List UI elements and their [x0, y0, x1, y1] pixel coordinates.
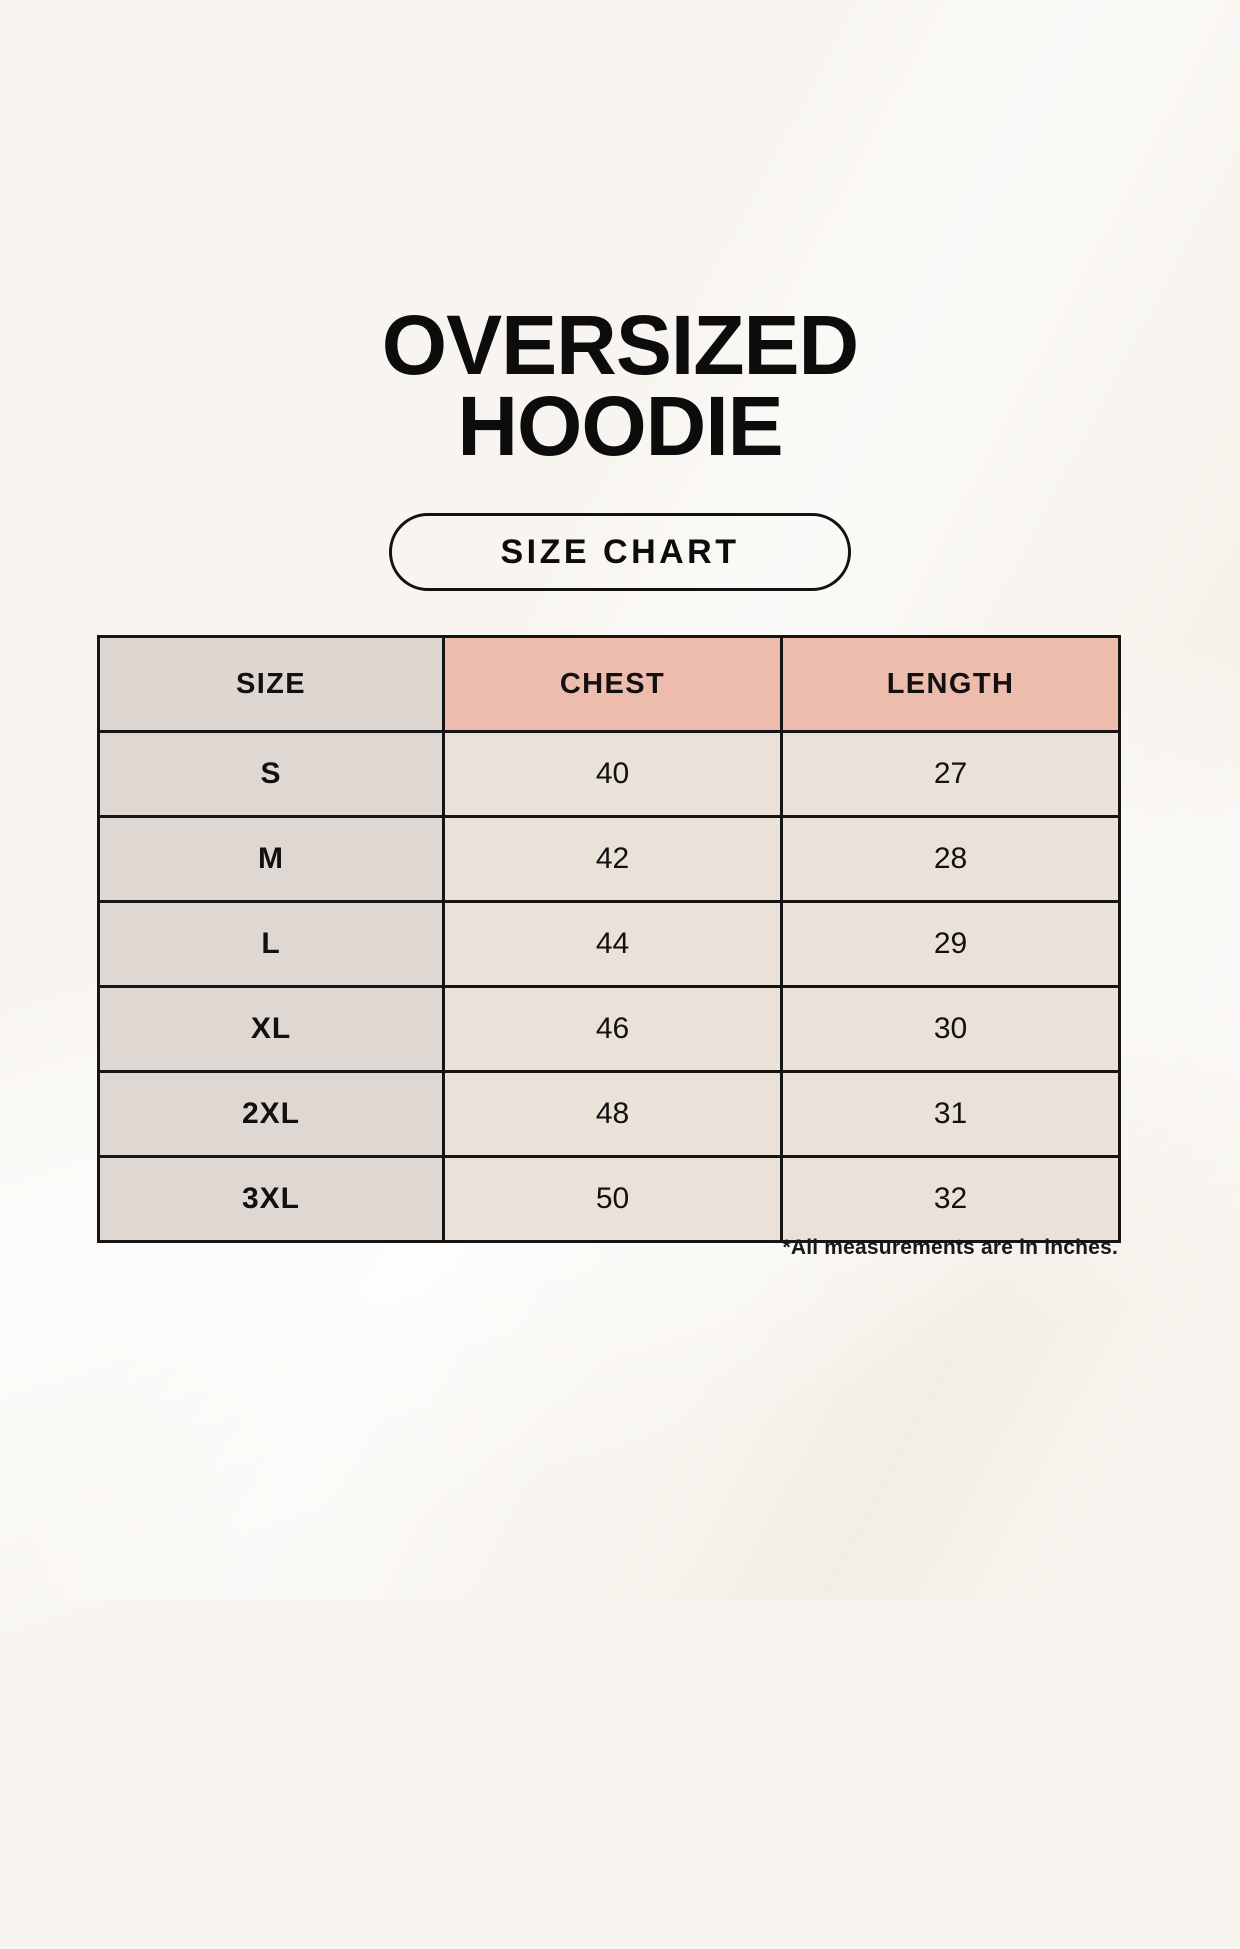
cell-length: 28	[780, 815, 1121, 903]
size-chart-badge: SIZE CHART	[389, 513, 851, 591]
cell-length: 32	[780, 1155, 1121, 1243]
cell-chest: 40	[442, 730, 783, 818]
cell-length: 29	[780, 900, 1121, 988]
cell-size: L	[97, 900, 445, 988]
column-header-chest: CHEST	[442, 635, 783, 733]
size-chart-page: OVERSIZED HOODIE SIZE CHART SIZE CHEST L…	[0, 298, 1240, 1259]
table-row: L 44 29	[97, 900, 1121, 988]
table-row: M 42 28	[97, 815, 1121, 903]
page-title: OVERSIZED HOODIE	[0, 298, 1240, 473]
cell-chest: 42	[442, 815, 783, 903]
title-line-2: HOODIE	[457, 378, 783, 473]
cell-length: 27	[780, 730, 1121, 818]
cell-length: 31	[780, 1070, 1121, 1158]
table-row: 2XL 48 31	[97, 1070, 1121, 1158]
cell-chest: 50	[442, 1155, 783, 1243]
cell-chest: 46	[442, 985, 783, 1073]
table-row: S 40 27	[97, 730, 1121, 818]
cell-size: S	[97, 730, 445, 818]
cell-size: M	[97, 815, 445, 903]
column-header-length: LENGTH	[780, 635, 1121, 733]
size-chart-badge-label: SIZE CHART	[500, 532, 740, 571]
cell-size: 2XL	[97, 1070, 445, 1158]
table-row: 3XL 50 32	[97, 1155, 1121, 1243]
table-row: XL 46 30	[97, 985, 1121, 1073]
size-table: SIZE CHEST LENGTH S 40 27 M 42 28 L	[97, 635, 1121, 1243]
cell-size: 3XL	[97, 1155, 445, 1243]
size-table-head: SIZE CHEST LENGTH	[97, 635, 1121, 733]
size-table-body: S 40 27 M 42 28 L 44 29 XL 46 30	[97, 730, 1121, 1243]
cell-chest: 44	[442, 900, 783, 988]
cell-length: 30	[780, 985, 1121, 1073]
column-header-size: SIZE	[97, 635, 445, 733]
cell-chest: 48	[442, 1070, 783, 1158]
cell-size: XL	[97, 985, 445, 1073]
size-table-container: SIZE CHEST LENGTH S 40 27 M 42 28 L	[97, 635, 1121, 1243]
measurement-note: *All measurements are in inches.	[782, 1236, 1118, 1259]
title-line-1: OVERSIZED	[381, 298, 859, 392]
table-header-row: SIZE CHEST LENGTH	[97, 635, 1121, 733]
